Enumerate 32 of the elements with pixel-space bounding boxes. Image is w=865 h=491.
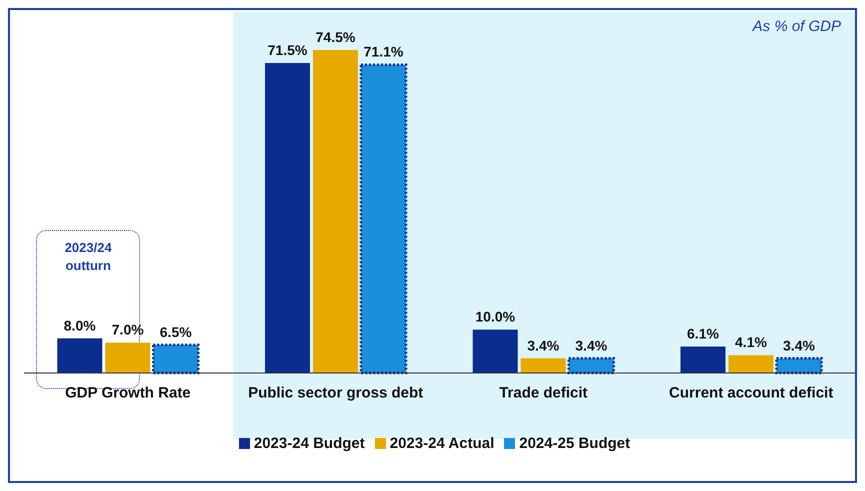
bar [567,357,615,374]
data-label: 6.5% [160,324,192,340]
data-label: 4.1% [735,334,768,350]
x-tick-label: GDP Growth Rate [65,384,191,402]
data-label: 71.1% [364,44,404,60]
data-label: 3.4% [527,337,560,354]
data-label: 74.5% [316,29,356,45]
legend-label: 2023-24 Actual [390,435,494,452]
bar [312,50,358,373]
data-label: 6.1% [687,326,720,342]
x-tick-label: Trade deficit [499,384,588,402]
x-tick-label: Current account deficit [669,384,834,402]
bar [105,342,150,373]
data-label: 71.5% [268,42,308,58]
bar [57,338,102,373]
data-label: 3.4% [575,337,608,354]
bar [520,358,566,373]
bar [728,355,774,373]
bar [472,330,518,373]
data-label: 10.0% [475,308,516,325]
bar [264,63,310,373]
legend-label: 2023-24 Budget [254,435,365,452]
data-label: 3.4% [783,337,816,354]
data-label: 7.0% [112,322,144,338]
bar [775,357,823,374]
bar [680,346,726,373]
text: As % of GDP [752,18,841,35]
data-label: 8.0% [64,317,96,334]
annotation: 2023/24 outturn [64,239,113,275]
x-tick-label: Public sector gross debt [248,384,424,402]
bar [152,344,200,374]
legend-label: 2024-25 Budget [519,435,630,452]
